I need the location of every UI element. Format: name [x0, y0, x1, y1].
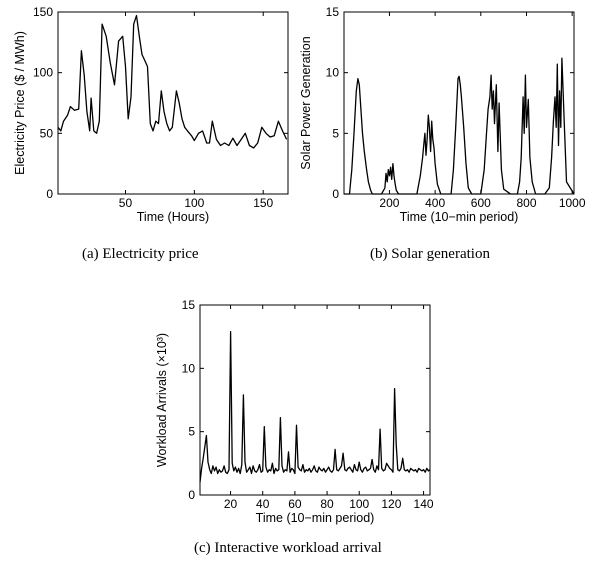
y-tick-label: 5 [332, 126, 339, 140]
plot-frame-b [343, 11, 575, 195]
y-axis-label: Workload Arrivals (×10³) [155, 333, 169, 467]
x-axis-label: Time (10−min period) [400, 210, 519, 224]
plot-frame-c [199, 304, 431, 496]
x-tick-label: 20 [224, 497, 238, 511]
series-line-c [199, 330, 431, 483]
chart-a: 50 100 150 0 50 100 150 Time (Hours) Electricity… [13, 5, 289, 224]
caption-a: (a) Electricity price [82, 246, 199, 262]
y-tick-label: 0 [188, 488, 195, 502]
caption-c: (c) Interactive workload arrival [194, 540, 382, 556]
x-axis-label: Time (Hours) [137, 210, 209, 224]
x-tick-label: 150 [253, 196, 273, 210]
y-tick-label: 0 [46, 187, 53, 201]
y-axis-label: Solar Power Generation [299, 36, 313, 169]
y-tick-label: 0 [332, 187, 339, 201]
series-line-b [344, 57, 575, 195]
plot-frame-a [57, 11, 289, 195]
y-tick-label: 10 [326, 66, 340, 80]
x-tick-label: 400 [425, 196, 445, 210]
x-tick-label: 80 [320, 497, 334, 511]
x-tick-label: 600 [471, 196, 491, 210]
y-tick-label: 15 [182, 298, 196, 312]
y-axis-label: Electricity Price ($ / MWh) [13, 31, 27, 175]
y-tick-label: 5 [188, 425, 195, 439]
x-tick-label: 200 [379, 196, 399, 210]
chart-b: 200 400 600 800 1000 0 5 10 15 Time (10−min perio… [299, 5, 586, 224]
x-tick-label: 40 [256, 497, 270, 511]
y-tick-label: 50 [40, 126, 54, 140]
x-tick-label: 120 [381, 497, 401, 511]
y-tick-label: 10 [182, 361, 196, 375]
x-tick-label: 60 [288, 497, 302, 511]
x-tick-label: 50 [119, 196, 133, 210]
x-tick-label: 1000 [559, 196, 586, 210]
series-line-a [57, 14, 288, 149]
y-tick-label: 100 [33, 66, 53, 80]
y-tick-label: 15 [326, 5, 340, 19]
caption-b: (b) Solar generation [370, 246, 490, 262]
x-tick-label: 800 [516, 196, 536, 210]
y-tick-label: 150 [33, 5, 53, 19]
x-tick-label: 100 [349, 497, 369, 511]
chart-c: 20 40 60 80 100 120 140 0 5 10 15 Time (10−min peri… [155, 298, 434, 525]
x-axis-label: Time (10−min period) [256, 511, 375, 525]
x-tick-label: 140 [414, 497, 434, 511]
x-tick-label: 100 [184, 196, 204, 210]
